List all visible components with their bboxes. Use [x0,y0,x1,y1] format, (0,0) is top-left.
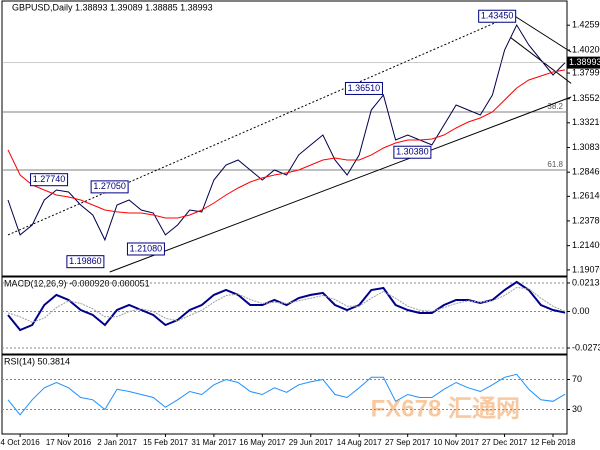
y-tick-label: 1.26140 [572,191,600,201]
annotation-label: 1.21080 [130,243,163,253]
annotation-label: 1.27050 [93,181,126,191]
series-line [7,373,566,416]
annotation-box [478,9,517,23]
x-tick-label: 29 Jun 2017 [289,438,334,447]
annotation-box [66,255,105,269]
y-tick-label: 1.37990 [572,67,600,77]
y-tick-label: 1.28460 [572,167,600,177]
y-tick-label: 1.40200 [572,44,600,54]
panel-frame [1,0,568,277]
level-label: 38.2 [547,102,563,111]
annotation-label: 1.43450 [481,11,514,21]
y-tick-label: -0.027353 [572,342,600,352]
x-tick-label: 4 Oct 2016 [1,438,41,447]
y-tick-label: 1.33210 [572,117,600,127]
panel-frame [1,354,568,435]
annotation-box [90,180,129,194]
annotation-label: 1.36510 [348,83,381,93]
price-label: 1.38993 [569,57,600,67]
x-tick-label: 2 Jan 2017 [97,438,137,447]
annotation-label: 1.30380 [396,147,429,157]
y-tick-label: 1.42590 [572,20,600,30]
watermark: FX678 汇通网 [371,395,520,422]
x-tick-label: 27 Sep 2017 [385,438,431,447]
trend-line [512,14,572,53]
x-tick-label: 12 Feb 2018 [531,438,576,447]
series-line [7,69,566,219]
annotation-box [126,242,165,256]
x-tick-label: 14 Aug 2017 [337,438,382,447]
y-tick-label: 1.19070 [572,264,600,274]
y-tick-label: 1.30830 [572,142,600,152]
x-tick-label: 15 Feb 2017 [143,438,188,447]
x-tick-label: 27 Dec 2017 [482,438,528,447]
x-tick-label: 16 May 2017 [239,438,286,447]
annotation-box [344,81,383,95]
x-tick-label: 31 Mar 2017 [191,438,236,447]
x-tick-label: 10 Nov 2017 [433,438,479,447]
trend-line [109,96,572,273]
panel-title: GBPUSD,Daily 1.38893 1.39089 1.38885 1.3… [12,2,213,12]
x-tick-label: 17 Nov 2016 [46,438,92,447]
panel-title: MACD(12,26,9) -0.000920 0.000051 [4,278,150,288]
level-label: 61.8 [547,160,563,169]
price-box [567,56,600,69]
annotation-box [393,145,432,159]
series-line [7,23,566,242]
y-tick-label: 0.021384 [572,277,600,287]
y-tick-label: 30 [572,404,582,414]
annotation-box [30,173,69,187]
y-tick-label: 0.00 [572,306,590,316]
y-tick-label: 1.21400 [572,240,600,250]
annotation-label: 1.19860 [69,256,102,266]
y-tick-label: 70 [572,374,582,384]
panel-title: RSI(14) 50.3814 [4,356,70,366]
y-tick-label: 1.35520 [572,93,600,103]
annotation-label: 1.27740 [33,174,66,184]
panel-frame [1,276,568,355]
y-tick-label: 1.23780 [572,215,600,225]
series-line [7,286,566,323]
